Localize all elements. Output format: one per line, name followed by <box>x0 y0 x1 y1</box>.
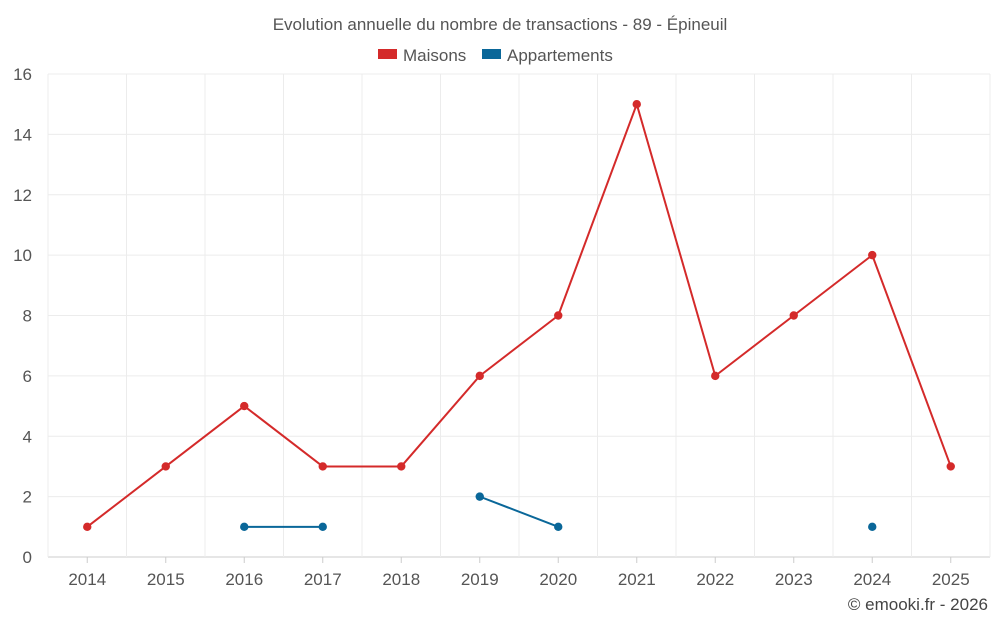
data-point-maisons-2022[interactable] <box>711 371 720 381</box>
data-point-maisons-2019[interactable] <box>475 371 484 381</box>
data-point-maisons-2025[interactable] <box>946 462 955 471</box>
data-point-maisons-2017[interactable] <box>318 462 327 471</box>
x-tick-label: 2016 <box>225 570 263 589</box>
x-tick-label: 2015 <box>147 570 185 589</box>
x-tick-label: 2014 <box>68 570 106 589</box>
y-tick-label: 6 <box>23 367 32 386</box>
data-point-maisons-2016[interactable] <box>240 401 249 411</box>
data-point-appartements-2017[interactable] <box>318 522 327 532</box>
y-tick-label: 14 <box>13 125 32 144</box>
credit-text: © emooki.fr - 2026 <box>848 595 988 614</box>
x-tick-label: 2024 <box>853 570 891 589</box>
data-point-maisons-2023[interactable] <box>789 311 798 320</box>
series-line-segment <box>164 405 246 468</box>
series-maisons <box>83 99 955 532</box>
x-tick-label: 2022 <box>696 570 734 589</box>
series-line-segment <box>714 314 795 377</box>
legend-swatch-maisons <box>378 49 397 59</box>
legend-label-appartements[interactable]: Appartements <box>507 46 613 65</box>
data-point-maisons-2018[interactable] <box>397 462 406 471</box>
series-line-segment <box>478 314 560 377</box>
data-point-appartements-2020[interactable] <box>554 522 563 532</box>
x-tick-label: 2025 <box>932 570 970 589</box>
data-point-maisons-2014[interactable] <box>83 522 92 532</box>
y-tick-label: 10 <box>13 246 32 265</box>
data-point-maisons-2020[interactable] <box>554 311 563 320</box>
data-point-maisons-2024[interactable] <box>868 250 877 260</box>
series-line-segment <box>400 374 481 468</box>
series-line-segment <box>635 103 717 377</box>
data-point-appartements-2024[interactable] <box>868 522 877 532</box>
legend-swatch-appartements <box>482 49 501 59</box>
x-axis: 2014 2015 2016 2017 2018 2019 2020 2021 2022 2023… <box>68 557 970 589</box>
x-tick-label: 2018 <box>382 570 420 589</box>
series-appartements <box>240 492 877 532</box>
y-tick-label: 8 <box>23 307 32 326</box>
data-point-appartements-2016[interactable] <box>240 522 249 532</box>
chart-title: Evolution annuelle du nombre de transact… <box>273 15 728 34</box>
data-point-appartements-2019[interactable] <box>475 492 484 501</box>
x-tick-label: 2017 <box>304 570 342 589</box>
x-tick-label: 2020 <box>539 570 577 589</box>
data-point-maisons-2015[interactable] <box>161 462 170 471</box>
series-line-segment <box>871 254 952 468</box>
y-tick-label: 16 <box>13 65 32 84</box>
legend-label-maisons[interactable]: Maisons <box>403 46 466 65</box>
y-tick-label: 12 <box>13 186 32 205</box>
series-line-segment <box>792 254 874 317</box>
y-tick-label: 2 <box>23 488 32 507</box>
series-line-segment <box>557 103 638 317</box>
x-tick-label: 2021 <box>618 570 656 589</box>
series-line-segment <box>86 465 167 528</box>
legend: Maisons Appartements <box>378 46 613 65</box>
y-tick-label: 4 <box>23 427 32 446</box>
y-tick-label: 0 <box>23 548 32 567</box>
grid <box>47 73 991 558</box>
y-axis: 0 2 4 6 8 10 12 14 16 <box>13 65 32 567</box>
series-group <box>83 99 955 532</box>
x-tick-label: 2019 <box>461 570 499 589</box>
x-tick-label: 2023 <box>775 570 813 589</box>
series-line-segment <box>243 405 324 468</box>
data-point-maisons-2021[interactable] <box>632 99 641 109</box>
series-line-segment <box>478 495 560 528</box>
